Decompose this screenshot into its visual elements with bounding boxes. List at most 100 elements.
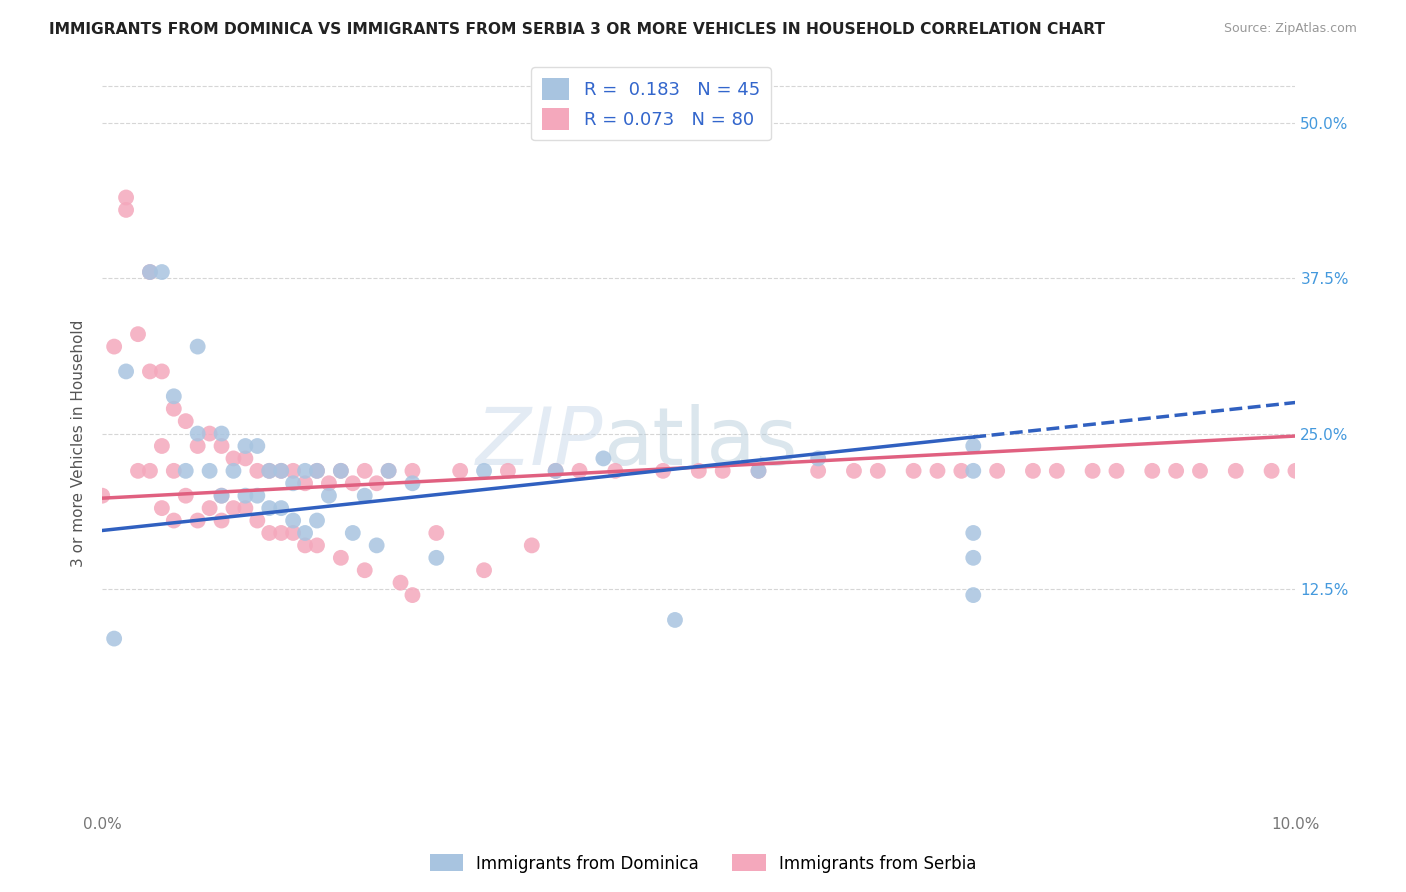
Y-axis label: 3 or more Vehicles in Household: 3 or more Vehicles in Household — [72, 319, 86, 566]
Point — [425, 550, 447, 565]
Point — [366, 538, 388, 552]
Point — [246, 464, 269, 478]
Point — [962, 525, 984, 540]
Text: Source: ZipAtlas.com: Source: ZipAtlas.com — [1223, 22, 1357, 36]
Point — [103, 632, 125, 646]
Point — [163, 464, 186, 478]
Point — [163, 514, 186, 528]
Point — [211, 439, 233, 453]
Point — [903, 464, 925, 478]
Point — [163, 401, 186, 416]
Point — [1022, 464, 1045, 478]
Point — [353, 464, 375, 478]
Point — [329, 464, 352, 478]
Point — [401, 464, 423, 478]
Point — [652, 464, 675, 478]
Point — [342, 525, 364, 540]
Point — [747, 464, 769, 478]
Point — [139, 265, 162, 279]
Point — [127, 464, 149, 478]
Point — [342, 476, 364, 491]
Legend: Immigrants from Dominica, Immigrants from Serbia: Immigrants from Dominica, Immigrants fro… — [423, 847, 983, 880]
Point — [235, 489, 257, 503]
Legend: R =  0.183   N = 45, R = 0.073   N = 80: R = 0.183 N = 45, R = 0.073 N = 80 — [531, 68, 770, 140]
Point — [366, 476, 388, 491]
Point — [246, 489, 269, 503]
Point — [950, 464, 973, 478]
Point — [270, 525, 292, 540]
Point — [389, 575, 412, 590]
Point — [103, 340, 125, 354]
Point — [222, 501, 245, 516]
Point — [174, 414, 197, 428]
Point — [115, 364, 138, 378]
Point — [842, 464, 865, 478]
Point — [592, 451, 614, 466]
Point — [449, 464, 471, 478]
Point — [198, 464, 221, 478]
Point — [1142, 464, 1164, 478]
Point — [150, 364, 173, 378]
Point — [807, 464, 830, 478]
Point — [962, 464, 984, 478]
Point — [198, 426, 221, 441]
Point — [246, 514, 269, 528]
Point — [688, 464, 710, 478]
Point — [139, 464, 162, 478]
Point — [235, 501, 257, 516]
Point — [605, 464, 627, 478]
Point — [305, 464, 328, 478]
Point — [318, 489, 340, 503]
Point — [520, 538, 543, 552]
Point — [353, 563, 375, 577]
Point — [259, 464, 281, 478]
Point — [1166, 464, 1188, 478]
Point — [115, 202, 138, 217]
Point — [318, 476, 340, 491]
Point — [211, 489, 233, 503]
Point — [281, 525, 304, 540]
Point — [425, 525, 447, 540]
Point — [187, 340, 209, 354]
Point — [139, 265, 162, 279]
Point — [139, 364, 162, 378]
Point — [664, 613, 686, 627]
Point — [305, 464, 328, 478]
Point — [1046, 464, 1069, 478]
Point — [174, 464, 197, 478]
Point — [711, 464, 734, 478]
Point — [150, 439, 173, 453]
Point — [270, 501, 292, 516]
Point — [281, 514, 304, 528]
Point — [962, 588, 984, 602]
Point — [294, 476, 316, 491]
Point — [235, 451, 257, 466]
Point — [1284, 464, 1306, 478]
Point — [294, 525, 316, 540]
Point — [807, 451, 830, 466]
Point — [1225, 464, 1247, 478]
Point — [329, 464, 352, 478]
Text: ZIP: ZIP — [477, 404, 603, 482]
Point — [259, 464, 281, 478]
Point — [281, 476, 304, 491]
Point — [927, 464, 949, 478]
Text: IMMIGRANTS FROM DOMINICA VS IMMIGRANTS FROM SERBIA 3 OR MORE VEHICLES IN HOUSEHO: IMMIGRANTS FROM DOMINICA VS IMMIGRANTS F… — [49, 22, 1105, 37]
Point — [472, 563, 495, 577]
Point — [294, 464, 316, 478]
Point — [568, 464, 591, 478]
Point — [401, 588, 423, 602]
Point — [986, 464, 1008, 478]
Point — [198, 501, 221, 516]
Point — [281, 464, 304, 478]
Point — [187, 439, 209, 453]
Point — [294, 538, 316, 552]
Point — [401, 476, 423, 491]
Point — [496, 464, 519, 478]
Point — [150, 501, 173, 516]
Point — [1105, 464, 1128, 478]
Point — [544, 464, 567, 478]
Point — [866, 464, 889, 478]
Point — [115, 190, 138, 204]
Point — [1081, 464, 1104, 478]
